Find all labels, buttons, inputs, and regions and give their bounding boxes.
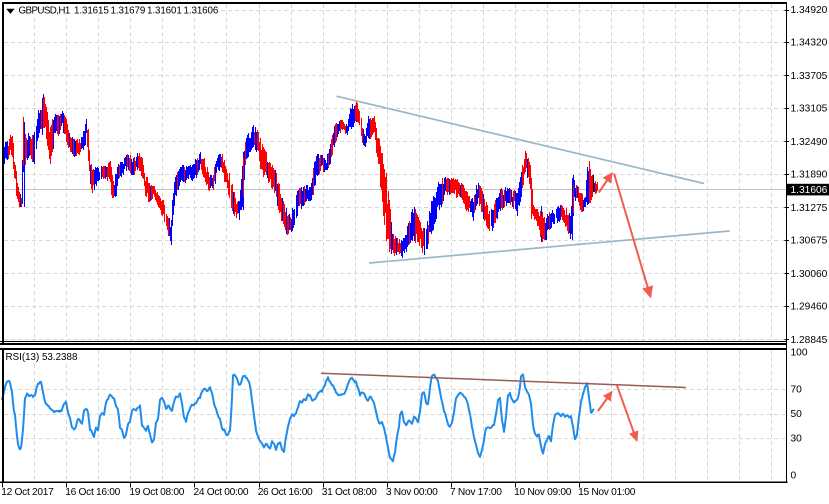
svg-text:1.34320: 1.34320 (791, 38, 828, 49)
svg-text:24 Oct 00:00: 24 Oct 00:00 (194, 487, 249, 498)
svg-text:1.31606: 1.31606 (184, 6, 219, 17)
svg-text:1.34920: 1.34920 (791, 5, 828, 16)
svg-text:GBPUSD,H1: GBPUSD,H1 (19, 6, 70, 17)
svg-text:19 Oct 08:00: 19 Oct 08:00 (129, 487, 184, 498)
svg-text:7 Nov 17:00: 7 Nov 17:00 (450, 487, 502, 498)
svg-text:50: 50 (791, 409, 803, 420)
svg-text:RSI(13) 53.2388: RSI(13) 53.2388 (6, 352, 78, 363)
svg-text:1.29460: 1.29460 (791, 301, 828, 312)
svg-text:70: 70 (791, 384, 803, 395)
svg-text:1.30675: 1.30675 (791, 235, 828, 246)
svg-text:1.31615: 1.31615 (74, 6, 109, 17)
svg-text:1.31275: 1.31275 (791, 203, 828, 214)
svg-text:0: 0 (791, 470, 797, 481)
svg-text:1.28845: 1.28845 (791, 335, 828, 346)
svg-text:1.33105: 1.33105 (791, 103, 828, 114)
svg-text:1.31606: 1.31606 (791, 185, 828, 196)
svg-text:3 Nov 00:00: 3 Nov 00:00 (386, 487, 438, 498)
svg-text:16 Oct 16:00: 16 Oct 16:00 (65, 487, 120, 498)
svg-text:1.31679: 1.31679 (111, 6, 146, 17)
svg-text:1.32490: 1.32490 (791, 137, 828, 148)
svg-text:1.31890: 1.31890 (791, 169, 828, 180)
svg-text:1.33705: 1.33705 (791, 71, 828, 82)
svg-text:1.30060: 1.30060 (791, 269, 828, 280)
svg-text:100: 100 (791, 347, 808, 358)
svg-text:12 Oct 2017: 12 Oct 2017 (1, 487, 54, 498)
svg-text:15 Nov 01:00: 15 Nov 01:00 (578, 487, 636, 498)
svg-text:1.31601: 1.31601 (147, 6, 182, 17)
svg-text:10 Nov 09:00: 10 Nov 09:00 (514, 487, 572, 498)
svg-text:31 Oct 08:00: 31 Oct 08:00 (322, 487, 377, 498)
svg-text:26 Oct 16:00: 26 Oct 16:00 (258, 487, 313, 498)
svg-text:30: 30 (791, 434, 803, 445)
